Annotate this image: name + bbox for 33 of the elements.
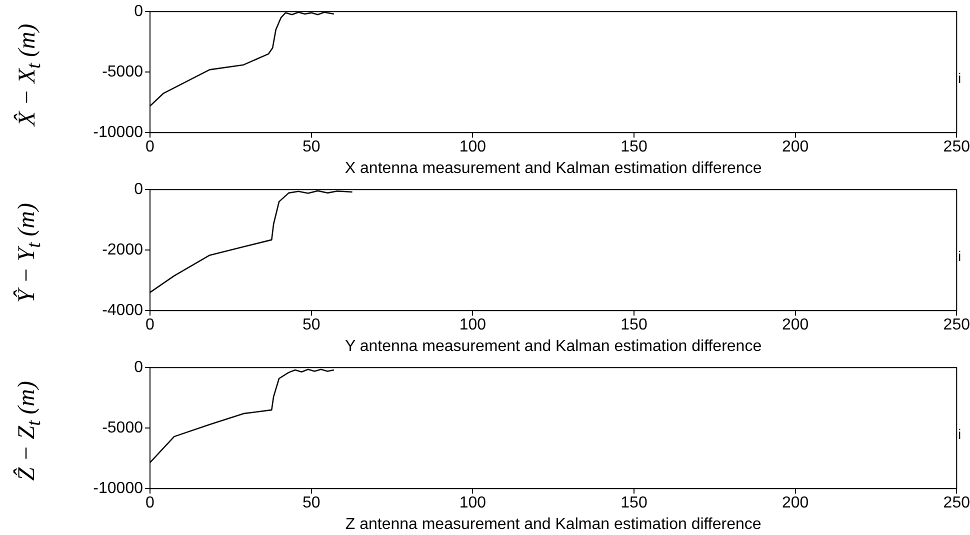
x-tick-label: 150 <box>620 138 648 156</box>
y-tick-label: -10000 <box>93 480 144 498</box>
y-tick-label: -4000 <box>102 302 144 320</box>
text: i <box>958 426 962 442</box>
x-tick-label: 200 <box>782 316 809 334</box>
y-tick-label: 0 <box>134 359 144 376</box>
x-axis-title: Z antenna measurement and Kalman estimation difference <box>345 516 762 533</box>
x-tick-label: 250 <box>943 138 970 156</box>
text: i <box>958 248 962 264</box>
x-tick-label: 200 <box>782 494 809 512</box>
x-tick-label: 200 <box>782 138 809 156</box>
x-tick-label: 50 <box>302 494 320 512</box>
x-tick-label: 50 <box>302 316 320 334</box>
x-tick-label: 0 <box>146 138 155 156</box>
x-tick-label: 0 <box>146 316 155 334</box>
x-tick-label: 50 <box>302 138 320 156</box>
x-axis-title: X antenna measurement and Kalman estimation difference <box>344 160 762 177</box>
y-tick-label: 0 <box>134 181 144 198</box>
x-tick-label: 100 <box>459 138 486 156</box>
y-tick-label: -10000 <box>93 124 144 142</box>
y-tick-label: -2000 <box>102 242 144 259</box>
x-tick-label: 0 <box>146 494 155 512</box>
x-tick-label: 150 <box>620 316 648 334</box>
y-tick-label: -5000 <box>102 420 144 437</box>
x-tick-label: 100 <box>459 316 486 334</box>
x-tick-label: 250 <box>943 316 970 334</box>
x-tick-label: 150 <box>620 494 648 512</box>
y-tick-label: 0 <box>134 3 144 20</box>
x-tick-label: 100 <box>459 494 486 512</box>
y-tick-label: -5000 <box>102 64 144 81</box>
x-tick-label: 250 <box>943 494 970 512</box>
x-axis-title: Y antenna measurement and Kalman estimation difference <box>345 338 762 355</box>
text: i <box>958 70 962 86</box>
